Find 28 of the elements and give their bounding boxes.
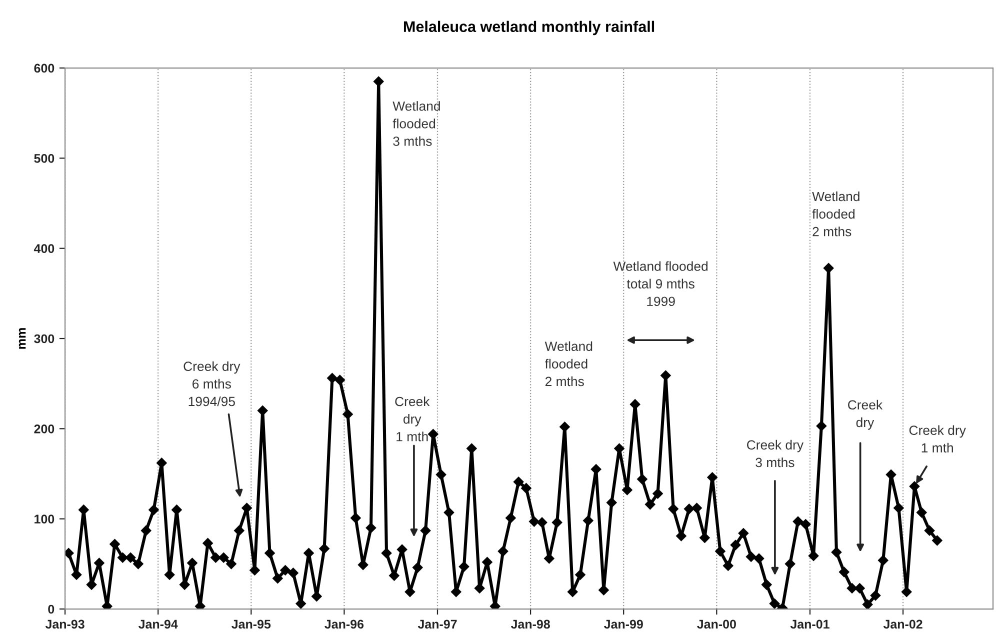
x-tick-label: Jan-99 xyxy=(604,620,643,629)
y-tick-label: 200 xyxy=(34,424,54,434)
y-tick-label: 500 xyxy=(34,154,54,163)
annotation: Wetland flooded 2 mths xyxy=(544,341,592,386)
y-tick-label: 300 xyxy=(34,334,54,344)
x-tick-label: Jan-96 xyxy=(324,620,364,629)
chart-title: Melaleuca wetland monthly rainfall xyxy=(404,20,654,36)
y-tick-label: 400 xyxy=(34,244,54,253)
annotation: Creek dry 1 mth xyxy=(909,425,966,453)
x-tick-label: Jan-98 xyxy=(510,620,550,629)
x-tick-label: Jan-02 xyxy=(883,620,922,629)
y-axis-title: mm xyxy=(18,328,26,349)
x-tick-label: Jan-94 xyxy=(138,620,178,629)
y-tick-label: 600 xyxy=(34,64,54,73)
annotation: Creek dry 3 mths xyxy=(747,440,804,468)
annotation: Creek dry 6 mths 1994/95 xyxy=(184,361,240,406)
annotation: Wetland flooded 2 mths xyxy=(812,191,860,236)
annotation: Creek dry xyxy=(848,400,883,430)
y-tick-label: 100 xyxy=(34,514,54,524)
annotation: Wetland flooded 3 mths xyxy=(392,101,440,146)
y-tick-label: 0 xyxy=(48,604,54,614)
annotation: Creek dry 1 mth xyxy=(395,396,430,442)
x-tick-label: Jan-97 xyxy=(418,620,457,629)
x-tick-label: Jan-00 xyxy=(697,620,736,629)
x-tick-label: Jan-93 xyxy=(45,620,84,629)
x-tick-label: Jan-01 xyxy=(790,620,830,629)
x-tick-label: Jan-95 xyxy=(232,620,271,629)
annotation: Wetland flooded total 9 mths 1999 xyxy=(613,261,708,306)
